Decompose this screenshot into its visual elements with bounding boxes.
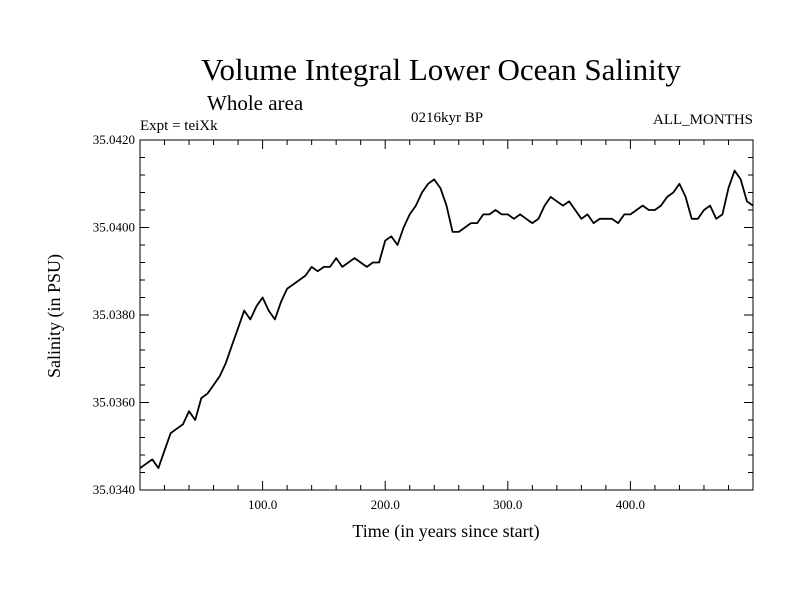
y-axis-label: Salinity (in PSU) [44,254,65,378]
y-tick-label: 35.0400 [93,220,135,235]
chart-subtitle: Whole area [207,91,304,115]
y-tick-label: 35.0340 [93,482,135,497]
salinity-series-line [139,169,754,470]
chart-title: Volume Integral Lower Ocean Salinity [201,52,681,87]
x-tick-label: 400.0 [616,497,645,512]
y-tick-label: 35.0360 [93,395,135,410]
plot-area: 100.0 200.0 300.0 400.0 35.0340 35.0360 35.038… [93,132,754,512]
period-label: 0216kyr BP [411,110,483,126]
x-tick-label: 200.0 [371,497,400,512]
y-tick-label: 35.0380 [93,307,135,322]
plot-frame [139,139,754,491]
y-tick-label: 35.0420 [93,132,135,147]
x-axis-label: Time (in years since start) [352,521,539,542]
experiment-label: Expt = teiXk [140,118,218,134]
x-tick-label: 300.0 [493,497,522,512]
months-label: ALL_MONTHS [653,112,753,128]
x-tick-label: 100.0 [248,497,277,512]
